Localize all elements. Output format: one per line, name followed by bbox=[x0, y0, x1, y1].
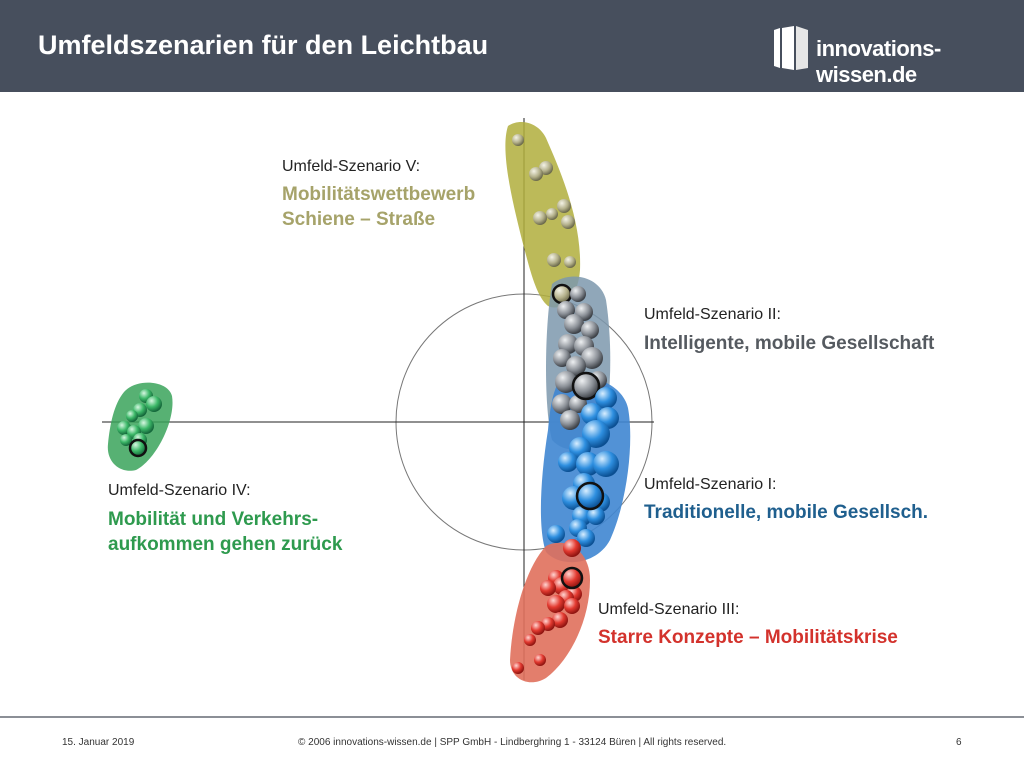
scenario-v-points bbox=[512, 134, 576, 305]
scenario-diagram bbox=[102, 118, 654, 683]
logo-icon bbox=[774, 26, 808, 70]
scenario-iii-heading: Umfeld-Szenario III: bbox=[598, 601, 740, 618]
scenario-ii-title: Intelligente, mobile Gesellschaft bbox=[644, 333, 935, 354]
footer-date: 15. Januar 2019 bbox=[62, 737, 135, 748]
scenario-iv-title-line2: aufkommen gehen zurück bbox=[108, 534, 343, 555]
scenario-i-heading: Umfeld-Szenario I: bbox=[644, 476, 777, 493]
scenario-iii-points bbox=[512, 539, 584, 674]
scenario-iii-region bbox=[510, 542, 590, 683]
footer-page-number: 6 bbox=[956, 737, 962, 748]
header-bar: Umfeldszenarien für den Leichtbau innova… bbox=[0, 0, 1024, 92]
scenario-iv-title-line1: Mobilität und Verkehrs- bbox=[108, 509, 319, 530]
scenario-i-title: Traditionelle, mobile Gesellsch. bbox=[644, 502, 929, 523]
footer-divider bbox=[0, 716, 1024, 718]
footer-copyright: © 2006 innovations-wissen.de | SPP GmbH … bbox=[298, 737, 727, 748]
scenario-iv-heading: Umfeld-Szenario IV: bbox=[108, 482, 251, 499]
scenario-i-points bbox=[547, 387, 619, 547]
scenario-iv-points bbox=[117, 389, 162, 458]
scenario-iii-title: Starre Konzepte – Mobilitätskrise bbox=[598, 627, 898, 648]
scenario-ii-heading: Umfeld-Szenario II: bbox=[644, 306, 781, 323]
logo-text: innovations-wissen.de bbox=[816, 36, 941, 87]
page-title: Umfeldszenarien für den Leichtbau bbox=[38, 30, 489, 60]
scenario-v-title-line2: Schiene – Straße bbox=[282, 209, 436, 230]
scenario-v-heading: Umfeld-Szenario V: bbox=[282, 158, 421, 175]
scenario-v-title-line1: Mobilitätswettbewerb bbox=[282, 184, 476, 205]
